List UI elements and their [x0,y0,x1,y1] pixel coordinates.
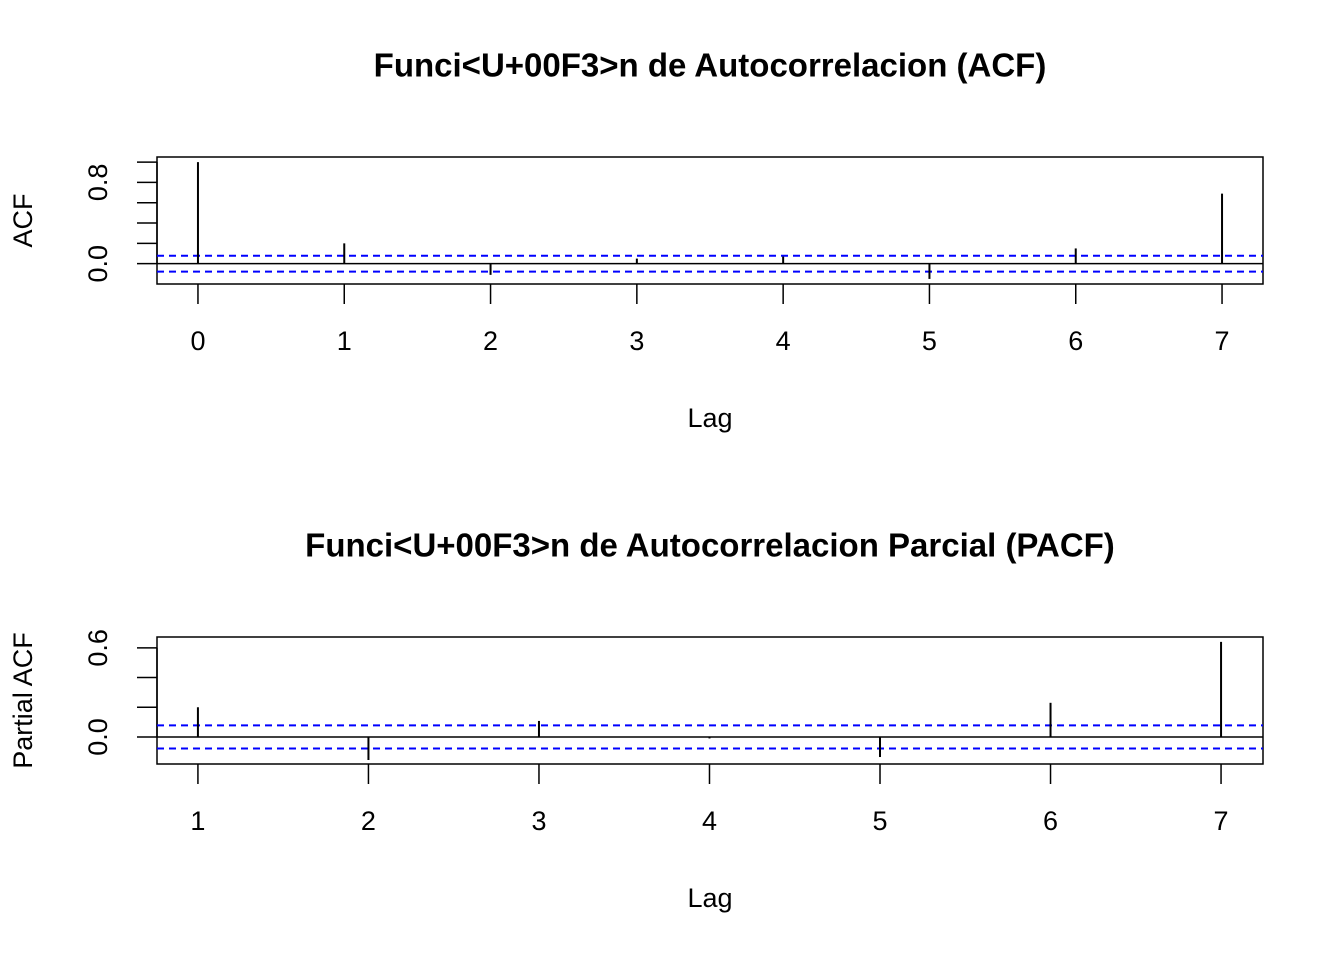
x-axis-label: Lag [687,883,732,913]
plot-box [156,156,1264,285]
chart-title: Funci<U+00F3>n de Autocorrelacion Parcia… [305,527,1115,564]
x-tick-label: 2 [483,326,498,356]
x-tick-label: 0 [190,326,205,356]
x-tick-label: 2 [361,806,376,836]
chart-title: Funci<U+00F3>n de Autocorrelacion (ACF) [374,47,1047,84]
x-tick-label: 1 [190,806,205,836]
x-tick-label: 6 [1043,806,1058,836]
y-tick-label: 0.0 [83,718,113,756]
x-tick-label: 5 [922,326,937,356]
plot-box [156,636,1264,765]
x-tick-label: 7 [1214,806,1229,836]
x-tick-label: 7 [1215,326,1230,356]
x-tick-label: 3 [531,806,546,836]
x-tick-label: 4 [776,326,791,356]
y-axis-label: Partial ACF [8,632,38,769]
x-tick-label: 6 [1068,326,1083,356]
x-tick-label: 5 [872,806,887,836]
x-tick-label: 3 [629,326,644,356]
x-tick-label: 4 [702,806,717,836]
y-tick-label: 0.0 [83,245,113,283]
x-tick-label: 1 [337,326,352,356]
y-axis-label: ACF [8,194,38,248]
y-tick-label: 0.8 [83,164,113,202]
y-tick-label: 0.6 [83,629,113,667]
x-axis-label: Lag [687,403,732,433]
